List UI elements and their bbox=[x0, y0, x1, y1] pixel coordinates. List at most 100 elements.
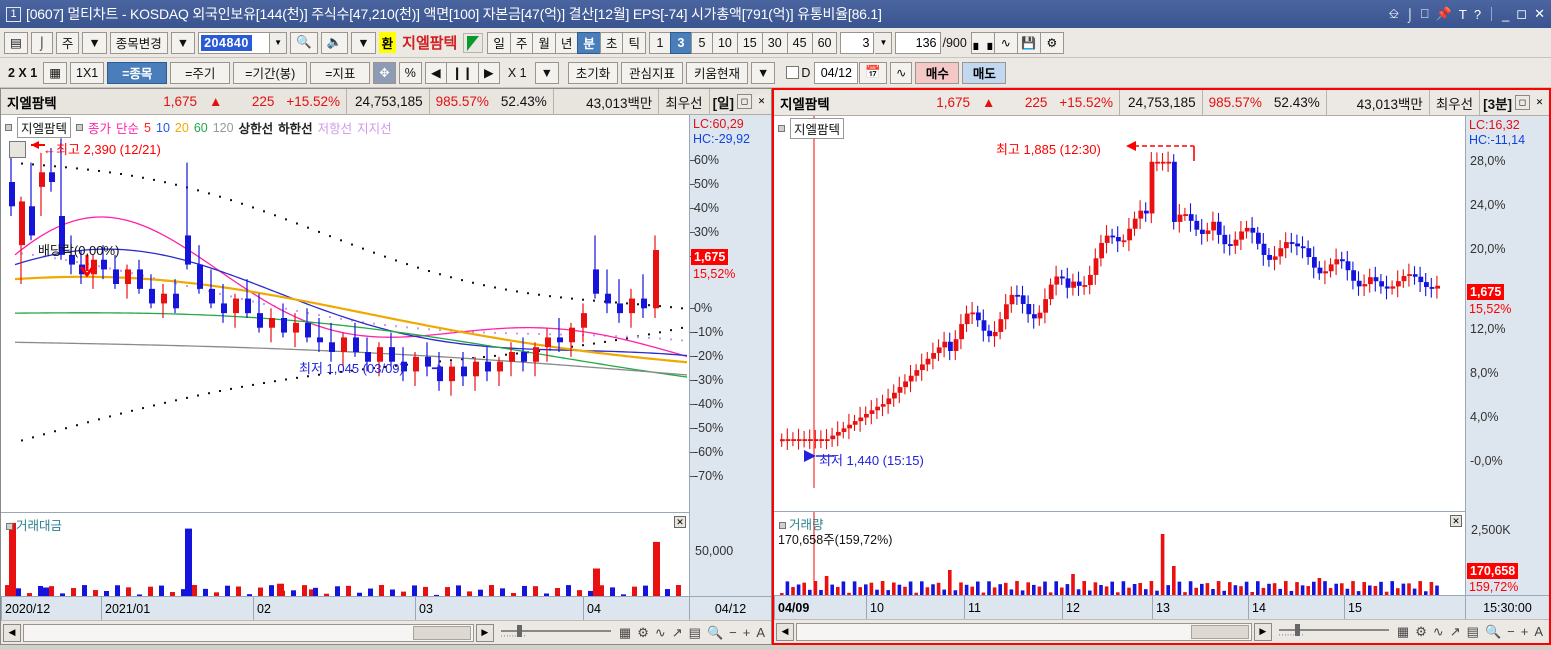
pin-top-icon[interactable]: ⌡ bbox=[30, 31, 53, 54]
chart-pane-3min[interactable]: 지엘팜텍 1,675 ▲ 225 +15.52% 24,753,185 985.… bbox=[772, 88, 1551, 645]
ju-dropdown-icon[interactable]: ▼ bbox=[82, 31, 107, 54]
legend-item-lower[interactable]: 하한선 bbox=[278, 122, 313, 136]
grid-icon[interactable]: ▦ bbox=[1396, 623, 1410, 639]
legend-item-support[interactable]: 지지선 bbox=[357, 122, 392, 136]
settings-icon[interactable]: ⚙ bbox=[1039, 31, 1064, 54]
move-icon[interactable]: ✥ bbox=[373, 61, 396, 84]
tick-value-dropdown-icon[interactable]: ▼ bbox=[875, 31, 893, 54]
link-indicator-button[interactable]: =지표 bbox=[310, 61, 371, 84]
chart-close-icon[interactable]: ✕ bbox=[754, 94, 769, 109]
volume-plot-3min[interactable]: 거래량 170,658주(159,72%) ✕ bbox=[774, 511, 1465, 596]
volume-icon[interactable]: ▤ bbox=[688, 624, 701, 640]
legend-item-ma120[interactable]: 120 bbox=[212, 120, 234, 135]
zoom-slider-daily[interactable]: ''''''''' bbox=[500, 624, 611, 642]
minimize-icon[interactable]: _ bbox=[1502, 6, 1510, 22]
chart-settings-icon[interactable]: ∿ bbox=[654, 624, 666, 640]
kiwoom-dropdown-icon[interactable]: ▼ bbox=[750, 61, 776, 84]
legend-item-ma5[interactable]: 5 bbox=[144, 120, 151, 135]
tick-30[interactable]: 30 bbox=[761, 31, 788, 54]
legend-item-ma20[interactable]: 20 bbox=[174, 120, 189, 135]
period-minute[interactable]: 분 bbox=[577, 31, 601, 54]
stock-code-input[interactable]: 204840 bbox=[198, 31, 271, 54]
speed-dropdown-icon[interactable]: ▼ bbox=[534, 61, 559, 84]
period-month[interactable]: 월 bbox=[532, 31, 556, 54]
scroll-track-3min[interactable] bbox=[796, 622, 1252, 641]
price-axis-daily[interactable]: LC:60,29 HC:-29,92 60%50%40%30%20%0%-10%… bbox=[689, 115, 771, 512]
link-period-button[interactable]: =주기 bbox=[170, 61, 231, 84]
maximize-icon[interactable]: ◻ bbox=[1516, 6, 1528, 21]
zoom-slider-3min[interactable]: ''''''''' bbox=[1278, 623, 1389, 641]
copy-window-icon[interactable]: ⎒ bbox=[1388, 6, 1400, 21]
trend-icon[interactable]: ↗ bbox=[1449, 623, 1461, 639]
minus-icon[interactable]: − bbox=[729, 625, 737, 640]
legend-item-simple[interactable]: 단순 bbox=[116, 122, 140, 136]
legend-item-ma60[interactable]: 60 bbox=[193, 120, 208, 135]
tick-15[interactable]: 15 bbox=[736, 31, 763, 54]
legend-item-upper[interactable]: 상한선 bbox=[238, 122, 274, 136]
legend-item-ma10[interactable]: 10 bbox=[156, 120, 170, 135]
chart-restore-icon-3min[interactable]: ◻ bbox=[1515, 95, 1530, 110]
zoom-icon[interactable]: 🔍 bbox=[706, 624, 724, 640]
chart-tool-icon[interactable]: ∿ bbox=[889, 61, 913, 84]
gear-icon[interactable]: ⚙ bbox=[1415, 623, 1427, 639]
tick-value-input[interactable]: 3 bbox=[840, 31, 875, 54]
panel-toggle-icon[interactable]: ▤ bbox=[4, 31, 28, 54]
minus-icon[interactable]: − bbox=[1507, 624, 1515, 639]
period-tick[interactable]: 틱 bbox=[622, 31, 646, 54]
zoom-icon[interactable]: 🔍 bbox=[1484, 623, 1502, 639]
scroll-thumb-daily[interactable] bbox=[412, 625, 471, 640]
line-add-icon[interactable]: ∿ bbox=[993, 31, 1018, 54]
legend-item-close[interactable]: 종가 bbox=[88, 122, 112, 136]
scroll-left-icon-daily[interactable]: ◀ bbox=[3, 623, 21, 642]
font-icon[interactable]: A bbox=[756, 625, 765, 640]
prev-icon[interactable]: ◀ bbox=[424, 61, 447, 84]
scroll-right-icon-daily[interactable]: ▶ bbox=[475, 623, 494, 642]
buy-button[interactable]: 매수 bbox=[915, 61, 960, 84]
volume-close-icon-3min[interactable]: ✕ bbox=[1450, 515, 1462, 527]
link-stock-button[interactable]: =종목 bbox=[107, 61, 168, 84]
chart-restore-icon[interactable]: ◻ bbox=[737, 94, 752, 109]
trend-icon[interactable]: ↗ bbox=[671, 624, 683, 640]
restore-icon[interactable]: ⎕ bbox=[1420, 6, 1429, 21]
grid-icon[interactable]: ▦ bbox=[618, 624, 632, 640]
next-icon[interactable]: ▶ bbox=[477, 61, 500, 84]
sell-button[interactable]: 매도 bbox=[962, 61, 1007, 84]
scroll-right-icon-3min[interactable]: ▶ bbox=[1253, 622, 1272, 641]
font-icon[interactable]: A bbox=[1534, 624, 1543, 639]
grid-icon[interactable]: ▦ bbox=[43, 61, 67, 84]
zoom-slider-knob-daily[interactable] bbox=[516, 624, 522, 637]
period-year[interactable]: 년 bbox=[554, 31, 579, 54]
stock-code-dropdown-icon[interactable]: ▼ bbox=[270, 31, 288, 54]
tick-5[interactable]: 5 bbox=[690, 31, 713, 54]
ju-button[interactable]: 주 bbox=[55, 31, 80, 54]
chart-settings-icon[interactable]: ∿ bbox=[1432, 623, 1444, 639]
reset-button[interactable]: 초기화 bbox=[567, 61, 618, 84]
scroll-thumb-3min[interactable] bbox=[1190, 624, 1249, 639]
tick-60[interactable]: 60 bbox=[811, 31, 838, 54]
table-view-icon[interactable] bbox=[9, 141, 26, 158]
price-plot-daily[interactable]: 지엘팜텍 종가 단순 5 10 20 60 120 상한선 하한선 저항선 지지… bbox=[1, 115, 689, 512]
date-checkbox[interactable] bbox=[786, 66, 800, 79]
search-icon[interactable]: 🔍 bbox=[290, 31, 318, 54]
tick-45[interactable]: 45 bbox=[786, 31, 813, 54]
pin-icon[interactable]: 📌 bbox=[1435, 6, 1452, 21]
volume-plot-daily[interactable]: 거래대금 ✕ bbox=[1, 512, 689, 597]
scroll-track-daily[interactable] bbox=[23, 623, 474, 642]
indicator-add-icon[interactable]: ▖▗ bbox=[970, 31, 995, 54]
plus-icon[interactable]: + bbox=[742, 625, 751, 640]
sound-icon[interactable]: 🔈 bbox=[320, 31, 349, 54]
change-stock-dropdown-icon[interactable]: ▼ bbox=[170, 31, 196, 54]
interest-indicator-button[interactable]: 관심지표 bbox=[620, 61, 683, 84]
period-day[interactable]: 일 bbox=[487, 31, 511, 54]
help-icon[interactable]: ? bbox=[1473, 6, 1482, 22]
green-flag-icon[interactable] bbox=[463, 32, 484, 53]
pause-icon[interactable]: ❙❙ bbox=[445, 61, 479, 84]
close-icon[interactable]: ✕ bbox=[1534, 6, 1545, 21]
text-icon[interactable]: T bbox=[1458, 6, 1467, 22]
price-plot-3min[interactable]: 지엘팜텍 최고 1,885 (12:30) 최저 1,440 (15:15) bbox=[774, 116, 1465, 511]
kiwoom-current-button[interactable]: 키움현재 bbox=[685, 61, 748, 84]
volume-close-icon-daily[interactable]: ✕ bbox=[674, 516, 686, 528]
period-second[interactable]: 초 bbox=[599, 31, 624, 54]
sound-dropdown-icon[interactable]: ▼ bbox=[351, 31, 376, 54]
zoom-slider-knob-3min[interactable] bbox=[1294, 623, 1300, 636]
